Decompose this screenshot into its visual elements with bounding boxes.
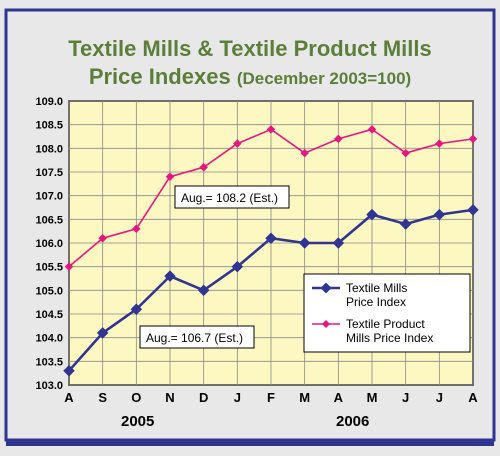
chart-title-line2: Price Indexes (December 2003=100) bbox=[0, 64, 500, 90]
data-point-product-mills bbox=[131, 224, 141, 234]
data-point-textile-mills bbox=[265, 232, 277, 245]
data-point-product-mills bbox=[199, 162, 209, 172]
y-tick-label: 104.5 bbox=[35, 309, 63, 321]
legend-marker-product-mills bbox=[322, 320, 330, 328]
y-tick-label: 105.0 bbox=[35, 285, 63, 297]
y-tick-label: 103.5 bbox=[35, 356, 63, 368]
annotation-product-mills-box bbox=[174, 185, 290, 209]
data-point-textile-mills bbox=[366, 208, 378, 221]
x-tick-label: N bbox=[165, 390, 174, 405]
y-tick-label: 107.0 bbox=[35, 191, 63, 203]
legend-label-textile-mills-line2: Price Index bbox=[346, 295, 406, 309]
x-tick-label: J bbox=[402, 390, 409, 405]
chart-title-main: Price Indexes bbox=[88, 64, 231, 89]
y-tick-label: 107.5 bbox=[35, 167, 63, 179]
data-point-product-mills bbox=[266, 125, 276, 134]
data-point-product-mills bbox=[64, 262, 74, 272]
data-point-product-mills bbox=[333, 134, 343, 144]
data-point-textile-mills bbox=[399, 218, 412, 230]
y-axis-labels: 103.0 103.5 104.0 104.5 105.0 105.5 106.0 106.5… bbox=[35, 96, 63, 392]
data-point-product-mills bbox=[367, 125, 377, 134]
y-tick-label: 103.0 bbox=[35, 380, 63, 392]
annotation-textile-mills-text: Aug.= 106.7 (Est.) bbox=[146, 331, 243, 345]
x-tick-label: A bbox=[64, 390, 74, 405]
y-tick-label: 108.0 bbox=[35, 143, 63, 155]
data-point-product-mills bbox=[232, 139, 242, 148]
data-point-textile-mills bbox=[63, 364, 75, 377]
chart-title-line1: Textile Mills & Textile Product Mills bbox=[68, 36, 432, 61]
data-point-textile-mills bbox=[433, 208, 446, 221]
x-tick-label: A bbox=[334, 390, 344, 405]
x-tick-label: F bbox=[267, 390, 275, 405]
data-point-product-mills bbox=[401, 148, 411, 158]
legend-label-product-mills: Textile Product bbox=[346, 317, 425, 331]
data-point-textile-mills bbox=[197, 284, 210, 297]
data-point-product-mills bbox=[300, 148, 310, 158]
legend-label-textile-mills: Textile Mills bbox=[346, 281, 407, 295]
x-tick-label: D bbox=[199, 390, 208, 405]
year-label-2005: 2005 bbox=[121, 413, 155, 430]
y-tick-label: 105.5 bbox=[35, 262, 63, 274]
data-point-textile-mills bbox=[231, 260, 244, 273]
y-tick-label: 106.0 bbox=[35, 238, 63, 250]
y-tick-label: 109.0 bbox=[35, 96, 63, 108]
data-point-product-mills bbox=[98, 233, 108, 243]
bottom-frame-bar bbox=[6, 440, 494, 446]
y-tick-label: 108.5 bbox=[35, 120, 63, 132]
y-tick-label: 106.5 bbox=[35, 214, 63, 226]
x-tick-label: A bbox=[468, 390, 478, 405]
y-tick-label: 104.0 bbox=[35, 333, 63, 345]
data-point-product-mills bbox=[468, 134, 478, 144]
annotation-textile-mills: Aug.= 106.7 (Est.) bbox=[139, 325, 255, 349]
year-label-2006: 2006 bbox=[336, 413, 370, 430]
data-point-textile-mills bbox=[130, 303, 143, 316]
data-point-product-mills bbox=[165, 172, 175, 182]
x-tick-label: M bbox=[367, 390, 378, 405]
series-product-mills bbox=[64, 125, 478, 272]
x-tick-label: J bbox=[234, 390, 241, 405]
data-point-textile-mills bbox=[332, 237, 345, 249]
annotation-product-mills-text: Aug.= 108.2 (Est.) bbox=[181, 191, 278, 205]
data-point-textile-mills bbox=[96, 327, 109, 339]
legend-label-product-mills-line2: Mills Price Index bbox=[346, 331, 433, 345]
x-tick-label: S bbox=[98, 390, 107, 405]
x-tick-label: J bbox=[436, 390, 443, 405]
data-point-textile-mills bbox=[164, 270, 176, 282]
annotation-product-mills: Aug.= 108.2 (Est.) bbox=[174, 185, 290, 209]
x-tick-label: M bbox=[299, 390, 310, 405]
data-point-textile-mills bbox=[298, 237, 311, 249]
data-point-textile-mills bbox=[467, 204, 479, 216]
x-tick-label: O bbox=[131, 390, 141, 405]
data-point-product-mills bbox=[434, 139, 444, 148]
chart-subtitle: (December 2003=100) bbox=[236, 69, 412, 88]
legend-marker-textile-mills bbox=[320, 282, 332, 294]
annotation-textile-mills-box bbox=[139, 325, 255, 349]
series-textile-mills bbox=[63, 204, 479, 377]
